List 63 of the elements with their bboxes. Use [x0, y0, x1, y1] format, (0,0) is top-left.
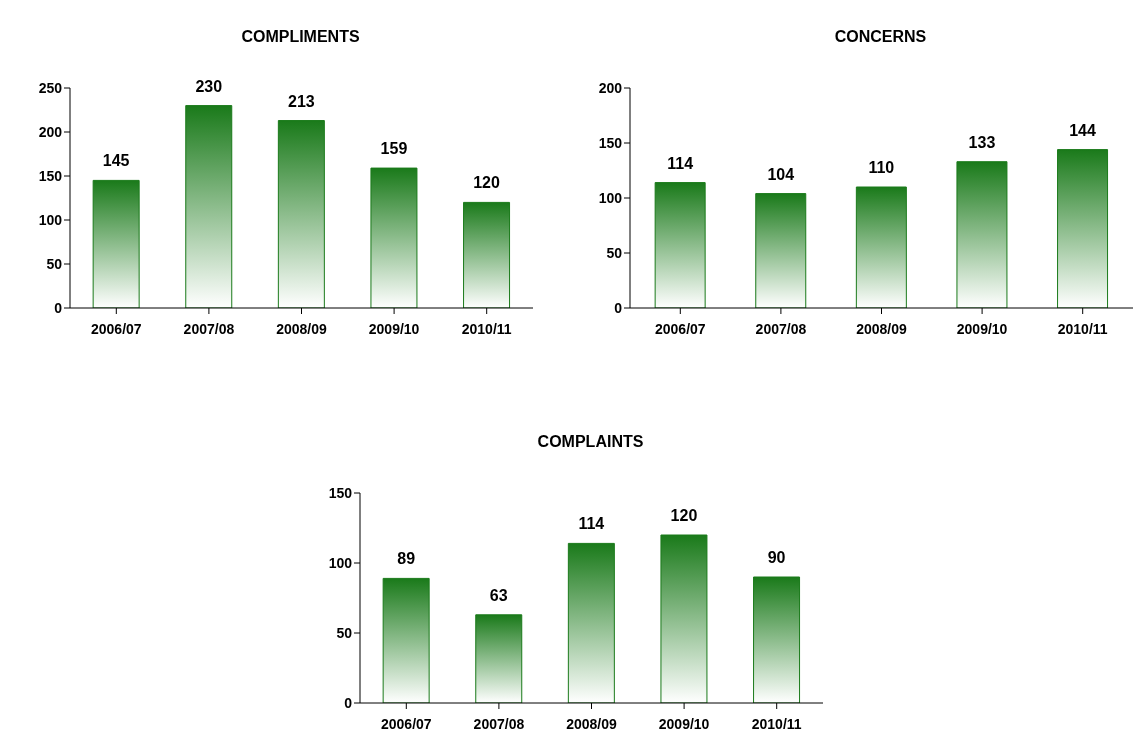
x-tick-label: 2007/08: [473, 715, 525, 732]
bar: [956, 161, 1008, 308]
x-tick-label: 2007/08: [183, 320, 235, 337]
data-label: 90: [767, 549, 786, 566]
x-tick-label: 2010/11: [751, 715, 802, 732]
y-tick-label: 200: [38, 123, 63, 140]
bar: [1057, 149, 1109, 308]
y-tick-label: 100: [598, 189, 623, 206]
bar: [567, 542, 615, 703]
bar: [660, 534, 708, 703]
bar: [755, 193, 807, 308]
chart-title: COMPLIMENTS: [240, 28, 361, 46]
data-label: 114: [667, 154, 694, 172]
x-tick-label: 2009/10: [368, 320, 420, 337]
chart-title: CONCERNS: [833, 28, 928, 46]
x-tick-label: 2006/07: [655, 320, 706, 337]
x-tick-label: 2009/10: [956, 320, 1008, 337]
y-tick-label: 100: [328, 554, 353, 571]
bar: [753, 576, 801, 703]
bar: [185, 105, 233, 308]
y-tick-label: 150: [38, 167, 63, 184]
x-tick-label: 2008/09: [856, 320, 908, 337]
x-tick-label: 2010/11: [1057, 320, 1108, 337]
y-tick-label: 100: [38, 211, 63, 228]
chart-title: COMPLAINTS: [536, 433, 645, 451]
data-label: 110: [868, 159, 895, 176]
x-tick-label: 2007/08: [755, 320, 807, 337]
y-tick-label: 0: [344, 694, 353, 711]
y-tick-label: 50: [606, 244, 623, 261]
data-label: 104: [767, 165, 795, 183]
y-tick-label: 250: [38, 79, 63, 96]
data-label: 144: [1069, 121, 1096, 139]
data-label: 89: [397, 550, 416, 568]
data-label: 230: [195, 77, 223, 95]
y-tick-label: 50: [336, 624, 353, 641]
data-label: 120: [473, 174, 500, 192]
data-label: 145: [102, 152, 130, 170]
data-label: 159: [380, 140, 408, 158]
x-tick-label: 2006/07: [381, 715, 432, 732]
x-tick-label: 2010/11: [461, 320, 512, 337]
x-tick-label: 2009/10: [658, 715, 710, 732]
bar: [382, 577, 430, 703]
data-label: 114: [578, 515, 605, 533]
data-label: 120: [670, 507, 698, 524]
bar: [277, 120, 325, 308]
data-label: 133: [968, 133, 996, 151]
data-label: 63: [489, 586, 508, 604]
y-tick-label: 150: [328, 484, 353, 501]
y-tick-label: 0: [54, 299, 63, 316]
y-tick-label: 0: [614, 299, 623, 316]
bar: [463, 201, 511, 308]
bar: [475, 614, 523, 703]
data-label: 213: [288, 92, 315, 110]
y-tick-label: 50: [46, 255, 63, 272]
y-tick-label: 150: [598, 134, 623, 151]
x-tick-label: 2006/07: [91, 320, 142, 337]
bar: [654, 182, 706, 308]
y-tick-label: 200: [598, 79, 623, 96]
bar: [92, 179, 140, 308]
bar: [855, 186, 907, 308]
x-tick-label: 2008/09: [566, 715, 618, 732]
bar: [370, 167, 418, 308]
x-tick-label: 2008/09: [276, 320, 328, 337]
